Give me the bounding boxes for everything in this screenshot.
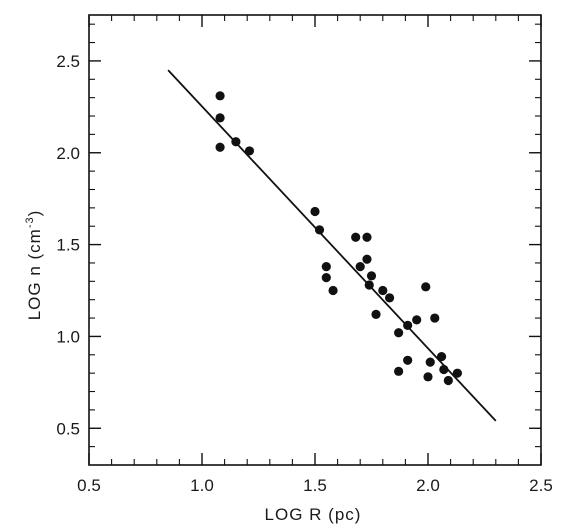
data-point [436,352,447,362]
y-tick-label: 1.5 [56,236,80,255]
data-point [430,313,440,323]
data-point [314,225,325,235]
data-point [423,372,433,382]
data-point [443,375,453,386]
data-point [321,273,331,283]
data-point [321,262,331,272]
data-points [167,69,497,422]
x-axis-ticks: 0.5 1.0 1.5 2.0 2.5 [77,15,553,495]
data-point [421,282,431,292]
data-point [394,328,404,338]
x-axis-title: LOG R (pc) [265,505,362,524]
x-tick-label: 2.5 [529,476,553,495]
x-tick-label: 1.0 [190,476,214,495]
data-point [328,285,338,296]
data-point [384,293,395,303]
data-point [412,315,422,325]
y-tick-label: 2.0 [56,144,80,163]
x-tick-label: 0.5 [77,476,101,495]
data-point [244,146,255,156]
data-point [355,262,365,272]
data-point [215,91,225,101]
fit-line [167,69,497,422]
data-point [215,113,225,123]
y-tick-label: 0.5 [56,419,80,438]
y-axis-title-main: LOG n (cm [25,228,44,320]
data-point [215,142,225,152]
data-point [371,309,381,319]
y-axis-ticks: 0.5 1.0 1.5 2.0 2.5 [56,23,541,448]
y-tick-label: 2.5 [56,52,80,71]
data-point [452,368,462,378]
x-tick-label: 2.0 [416,476,440,495]
y-tick-label: 1.0 [56,327,80,346]
y-axis-title-close: ) [25,210,44,217]
data-point [403,355,413,365]
data-point [310,206,320,217]
data-point [351,232,361,242]
data-point [394,366,404,376]
data-point [378,285,388,296]
data-point [366,271,377,281]
data-point [425,357,435,367]
x-tick-label: 1.5 [303,476,327,495]
data-point [362,254,372,264]
y-axis-title-sup: -3 [24,216,36,228]
data-point [362,232,372,242]
y-axis-title: LOG n (cm-3) [24,210,44,321]
